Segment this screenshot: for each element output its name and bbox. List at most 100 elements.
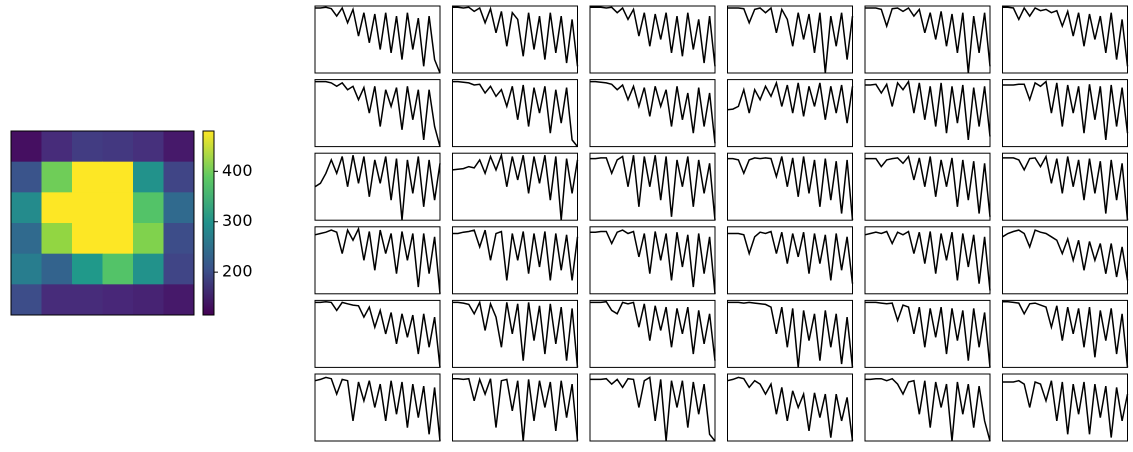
heatmap-cell — [72, 253, 103, 285]
subplot-frame — [589, 5, 716, 74]
spectrum-line — [314, 376, 441, 442]
subplot-frame — [1002, 152, 1128, 221]
heatmap-cell — [72, 223, 103, 255]
heatmap-cell — [11, 131, 42, 163]
spectrum-line — [727, 230, 854, 284]
spectrum-line — [1002, 80, 1129, 140]
heatmap-cell — [102, 223, 134, 255]
heatmap-cell — [72, 131, 103, 163]
spectrum-line — [590, 80, 716, 144]
subplot-frame — [452, 152, 578, 221]
heatmap-cell — [41, 161, 73, 193]
heatmap-cell — [11, 284, 42, 316]
spectrum-line — [315, 6, 441, 74]
subplot-frame — [727, 5, 853, 74]
subplot-frame — [864, 299, 991, 368]
heatmap-cell — [11, 223, 42, 255]
subplot-frame — [589, 79, 716, 148]
subplot-frame — [1002, 373, 1128, 442]
subplot-frame — [1002, 299, 1128, 368]
heatmap-cell — [102, 192, 134, 224]
spectrum-line — [314, 155, 441, 221]
heatmap-cell — [72, 284, 103, 316]
heatmap-cell — [11, 161, 42, 193]
colorbar-tick-label: 300 — [222, 211, 253, 230]
heatmap-cell — [72, 161, 103, 193]
heatmap-cell — [133, 284, 164, 316]
spectrum-line — [590, 155, 716, 221]
spectrum-line — [590, 376, 716, 442]
subplot-frame — [864, 226, 991, 295]
heatmap-cell — [102, 131, 134, 163]
spectrum-line — [727, 6, 854, 74]
subplot-frame — [452, 226, 578, 295]
spectrum-line — [452, 152, 579, 221]
subplot-frame — [589, 152, 716, 221]
spectrum-line — [1002, 6, 1129, 67]
spectrum-line — [864, 230, 991, 291]
spectrum-line — [727, 301, 854, 368]
subplot-frame — [864, 373, 991, 442]
heatmap-cell — [41, 284, 73, 316]
heatmap-cell — [41, 223, 73, 255]
colorbar — [202, 130, 215, 316]
heatmap-cell — [163, 284, 195, 316]
subplot-frame — [314, 299, 441, 368]
spectrum-line — [452, 300, 579, 368]
spectrum-line — [315, 80, 441, 147]
subplot-frame — [727, 226, 853, 295]
subplot-frame — [864, 152, 991, 221]
spectrum-line — [865, 154, 991, 217]
spectrum-line — [590, 300, 716, 361]
subplot-frame — [452, 299, 578, 368]
heatmap-cell — [163, 131, 195, 163]
subplot-frame — [727, 373, 853, 442]
spectrum-line — [1002, 229, 1129, 281]
heatmap-cell — [102, 284, 134, 316]
heatmap-cell — [11, 253, 42, 285]
spectrum-line — [1002, 154, 1129, 221]
spectrum-line — [727, 156, 854, 221]
subplot-frame — [864, 5, 991, 74]
spectrum-line — [590, 6, 716, 67]
spectrum-line — [1002, 300, 1129, 368]
spectrum-line — [865, 6, 991, 74]
spectrum-line — [727, 80, 854, 124]
subplot-frame — [864, 79, 991, 148]
spectrum-line — [452, 6, 579, 67]
subplot-frame — [452, 79, 578, 148]
heatmap-frame — [10, 130, 195, 316]
heatmap-cell — [72, 192, 103, 224]
subplot-frame — [589, 373, 716, 442]
spectrum-line — [1002, 379, 1129, 438]
spectrum-line — [452, 80, 579, 148]
heatmap-cell — [163, 161, 195, 193]
subplot-frame — [314, 79, 441, 148]
heatmap-cell — [41, 131, 73, 163]
subplot-frame — [727, 299, 853, 368]
subplot-frame — [727, 79, 853, 148]
heatmap-cell — [163, 223, 195, 255]
subplot-frame — [1002, 226, 1128, 295]
spectrum-line — [452, 229, 579, 281]
heatmap-cell — [41, 192, 73, 224]
spectrum-line — [727, 376, 854, 442]
heatmap-cell — [133, 161, 164, 193]
heatmap-cell — [11, 192, 42, 224]
subplot-frame — [727, 152, 853, 221]
heatmap-cell — [102, 253, 134, 285]
heatmap-cell — [102, 161, 134, 193]
heatmap-cell — [41, 253, 73, 285]
heatmap-cell — [133, 253, 164, 285]
spectrum-line — [590, 229, 716, 294]
subplot-frame — [1002, 5, 1128, 74]
colorbar-tick-label: 400 — [222, 161, 253, 180]
subplot-frame — [452, 373, 578, 442]
spectrum-line — [865, 301, 991, 368]
subplot-frame — [314, 373, 441, 442]
subplot-frame — [589, 299, 716, 368]
subplot-frame — [314, 5, 441, 74]
heatmap-cell — [133, 131, 164, 163]
subplot-frame — [452, 5, 578, 74]
heatmap-cell — [163, 192, 195, 224]
